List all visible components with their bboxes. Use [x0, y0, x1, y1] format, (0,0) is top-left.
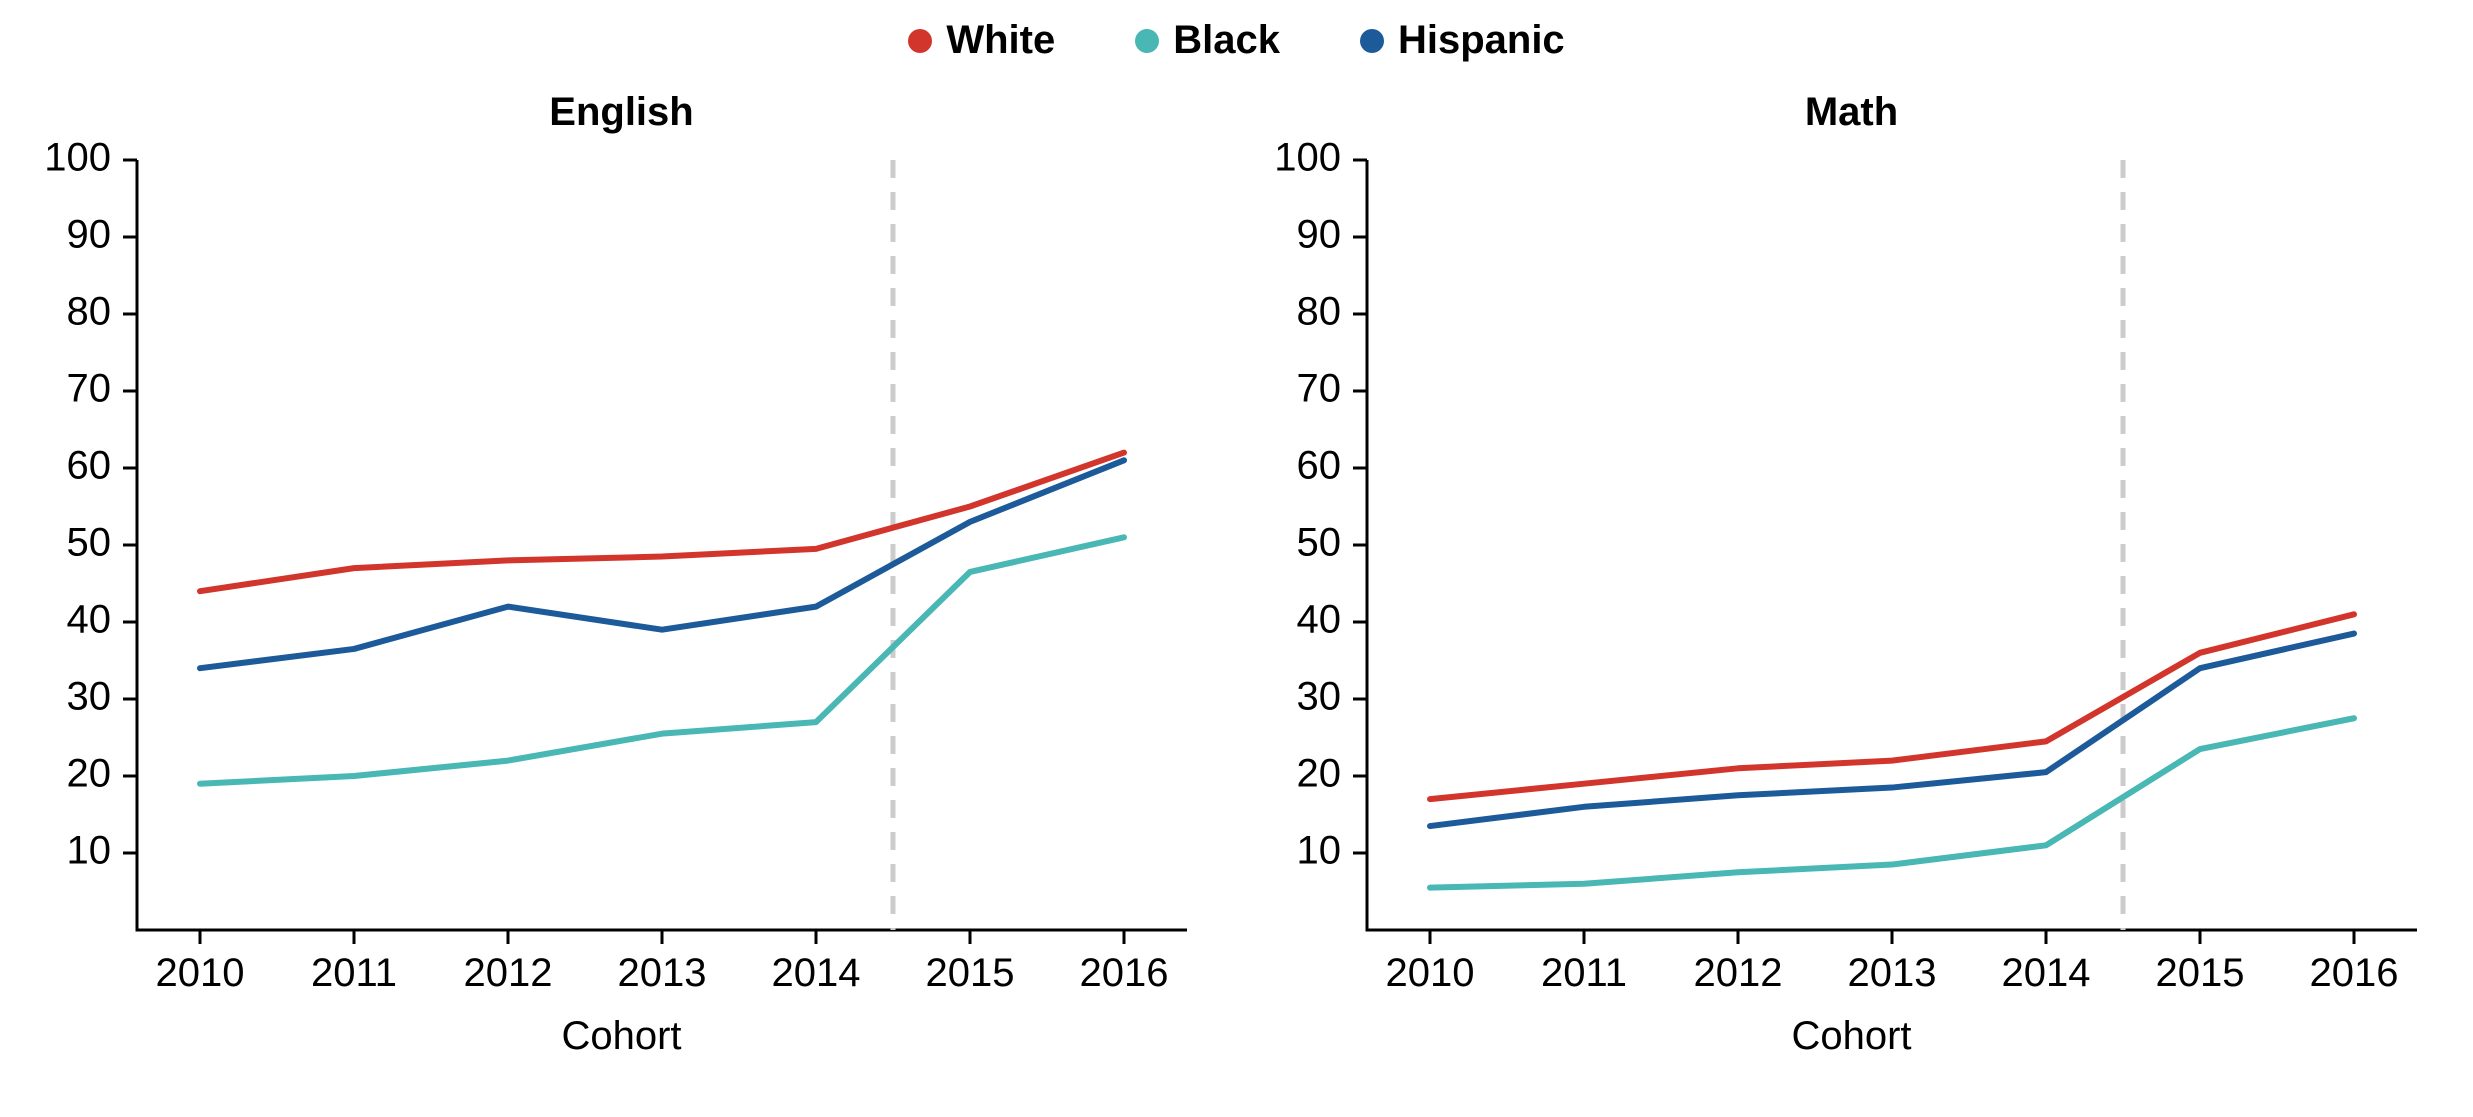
panel-title: English [27, 90, 1217, 135]
x-axis-label: Cohort [27, 1014, 1217, 1059]
panel-title: Math [1257, 90, 2447, 135]
chart-container: White Black Hispanic English 10 20 30 40 50 60 70… [0, 0, 2473, 1117]
series-line-hispanic [1430, 634, 2354, 827]
ytick-label: 30 [1296, 675, 1341, 719]
ytick-label: 20 [1296, 752, 1341, 796]
xtick-label: 2012 [1693, 951, 1782, 995]
series-line-white [1430, 614, 2354, 799]
legend-label: Black [1173, 18, 1280, 63]
ytick-label: 70 [1296, 367, 1341, 411]
xtick-label: 2010 [155, 951, 244, 995]
xtick-label: 2015 [2155, 951, 2244, 995]
x-axis-label: Cohort [1257, 1014, 2447, 1059]
ytick-label: 70 [66, 367, 111, 411]
xtick-label: 2012 [463, 951, 552, 995]
ytick-label: 60 [66, 444, 111, 488]
ytick-label: 50 [66, 521, 111, 565]
ytick-label: 90 [1296, 213, 1341, 257]
xtick-label: 2013 [617, 951, 706, 995]
legend-item-black: Black [1135, 18, 1280, 63]
xtick-label: 2011 [310, 951, 396, 995]
legend-label: Hispanic [1398, 18, 1565, 63]
series-line-black [200, 537, 1124, 783]
legend-item-white: White [908, 18, 1055, 63]
ytick-label: 40 [66, 598, 111, 642]
ytick-label: 80 [1296, 290, 1341, 334]
plot-svg: 10 20 30 40 50 60 70 80 90 100 2010 2011 2012 2013 201… [1257, 90, 2447, 1090]
legend-swatch-icon [1360, 29, 1384, 53]
xtick-label: 2011 [1540, 951, 1626, 995]
ytick-label: 10 [1296, 829, 1341, 873]
series-line-black [1430, 718, 2354, 887]
xtick-label: 2014 [771, 951, 860, 995]
xtick-label: 2015 [925, 951, 1014, 995]
ytick-label: 80 [66, 290, 111, 334]
series-line-hispanic [200, 460, 1124, 668]
ytick-label: 30 [66, 675, 111, 719]
ytick-label: 60 [1296, 444, 1341, 488]
legend: White Black Hispanic [0, 18, 2473, 63]
panel-math: Math 10 20 30 40 50 60 70 80 90 100 2010 2011 2012 201… [1257, 90, 2447, 1090]
ytick-label: 20 [66, 752, 111, 796]
ytick-label: 10 [66, 829, 111, 873]
xtick-label: 2013 [1847, 951, 1936, 995]
panel-english: English 10 20 30 40 50 60 70 80 90 100 2010 2011 2012… [27, 90, 1217, 1090]
plot-svg: 10 20 30 40 50 60 70 80 90 100 2010 2011 2012 2013 201… [27, 90, 1217, 1090]
xtick-label: 2016 [1079, 951, 1168, 995]
panels-row: English102030405060708090100201020112012… [0, 90, 2473, 1090]
ytick-label: 40 [1296, 598, 1341, 642]
xtick-label: 2016 [2309, 951, 2398, 995]
xtick-label: 2010 [1385, 951, 1474, 995]
legend-swatch-icon [1135, 29, 1159, 53]
legend-item-hispanic: Hispanic [1360, 18, 1565, 63]
legend-label: White [946, 18, 1055, 63]
xtick-label: 2014 [2001, 951, 2090, 995]
axes [137, 160, 1187, 930]
ytick-label: 100 [44, 136, 111, 180]
ytick-label: 50 [1296, 521, 1341, 565]
ytick-label: 90 [66, 213, 111, 257]
ytick-label: 100 [1274, 136, 1341, 180]
legend-swatch-icon [908, 29, 932, 53]
